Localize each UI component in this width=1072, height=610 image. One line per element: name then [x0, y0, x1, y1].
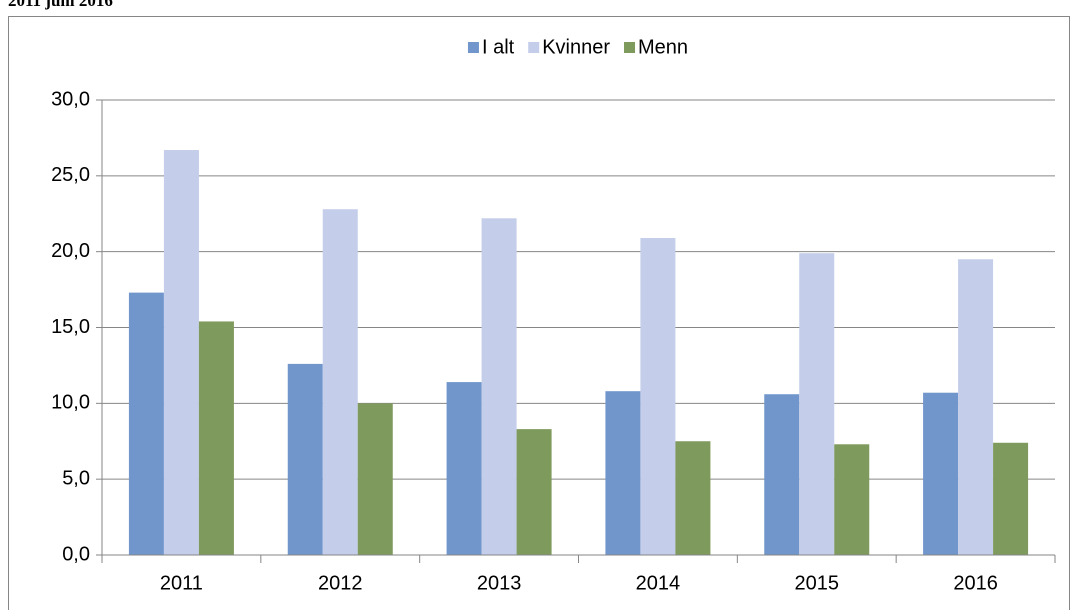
- x-tick-label: 2012: [318, 572, 363, 594]
- bar: [287, 363, 323, 555]
- legend-label: Kvinner: [542, 36, 610, 58]
- bar: [799, 253, 835, 555]
- bar: [481, 218, 517, 556]
- bar: [357, 403, 393, 555]
- x-tick-label: 2011: [160, 572, 203, 594]
- legend-swatch: [624, 42, 636, 53]
- bar: [958, 259, 994, 555]
- bar: [128, 292, 164, 555]
- x-tick-label: 2016: [953, 572, 998, 594]
- bar: [516, 429, 552, 555]
- bar: [446, 382, 482, 555]
- bar: [163, 150, 199, 556]
- bar: [834, 444, 870, 555]
- bar: [923, 392, 959, 555]
- bar: [322, 209, 358, 555]
- legend-swatch: [467, 42, 479, 53]
- y-tick-label: 10,0: [51, 392, 90, 414]
- legend-label: I alt: [482, 36, 515, 58]
- bar: [993, 442, 1029, 555]
- y-tick-label: 5,0: [62, 467, 90, 489]
- bar: [640, 238, 676, 555]
- y-tick-label: 15,0: [51, 316, 90, 338]
- x-tick-label: 2014: [636, 572, 681, 594]
- chart-title: 2011 juni 2016: [8, 0, 113, 10]
- x-tick-label: 2013: [477, 572, 522, 594]
- bar: [675, 441, 711, 555]
- bar: [198, 321, 234, 555]
- legend-swatch: [528, 42, 540, 53]
- y-tick-label: 20,0: [51, 240, 90, 262]
- x-tick-label: 2015: [795, 572, 840, 594]
- y-tick-label: 25,0: [51, 164, 90, 186]
- y-tick-label: 0,0: [62, 543, 90, 565]
- chart-border: [8, 16, 1070, 610]
- bar: [605, 391, 641, 555]
- legend-label: Menn: [638, 36, 688, 58]
- y-tick-label: 30,0: [51, 88, 90, 110]
- bar: [764, 394, 800, 555]
